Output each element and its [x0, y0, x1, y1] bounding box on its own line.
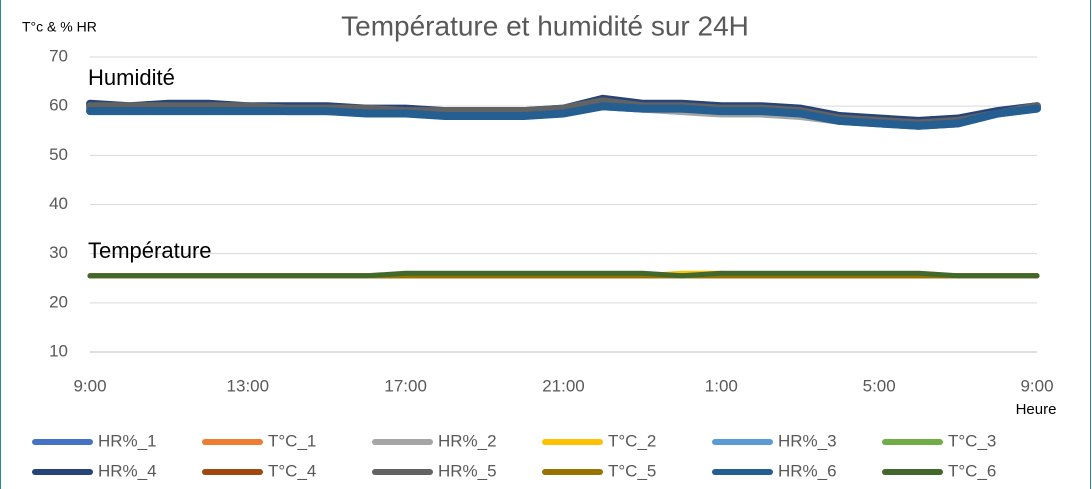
legend-label: HR%_4: [98, 461, 157, 480]
legend-label: T°C_5: [608, 461, 656, 480]
x-tick-label: 5:00: [863, 376, 896, 395]
legend-label: HR%_5: [438, 461, 497, 480]
series-line: [87, 270, 1040, 279]
annotation: Température: [88, 238, 212, 263]
x-tick-label: 17:00: [384, 376, 427, 395]
legend-label: T°C_1: [268, 431, 316, 450]
x-tick-label: 13:00: [227, 376, 270, 395]
x-tick-label: 1:00: [705, 376, 738, 395]
legend-label: HR%_3: [778, 431, 837, 450]
legend-label: HR%_6: [778, 461, 837, 480]
y-tick-label: 40: [49, 194, 68, 213]
y-tick-label: 50: [49, 145, 68, 164]
y-tick-label: 70: [49, 46, 68, 65]
x-tick-label: 21:00: [542, 376, 585, 395]
legend-label: HR%_1: [98, 431, 157, 450]
series-line: [86, 102, 1041, 130]
legend-label: HR%_2: [438, 431, 497, 450]
legend-label: T°C_4: [268, 461, 316, 480]
y-tick-label: 60: [49, 96, 68, 115]
y-tick-label: 20: [49, 292, 68, 311]
legend-label: T°C_3: [948, 431, 996, 450]
legend-label: T°C_6: [948, 461, 996, 480]
x-tick-label: 9:00: [1020, 376, 1053, 395]
y-tick-label: 30: [49, 243, 68, 262]
x-tick-label: 9:00: [73, 376, 106, 395]
y-tick-label: 10: [49, 341, 68, 360]
y-axis-label: T°c & % HR: [22, 19, 97, 35]
annotation: Humidité: [88, 65, 175, 90]
x-axis-label: Heure: [1016, 401, 1057, 418]
legend-label: T°C_2: [608, 431, 656, 450]
chart-title: Température et humidité sur 24H: [341, 10, 749, 41]
